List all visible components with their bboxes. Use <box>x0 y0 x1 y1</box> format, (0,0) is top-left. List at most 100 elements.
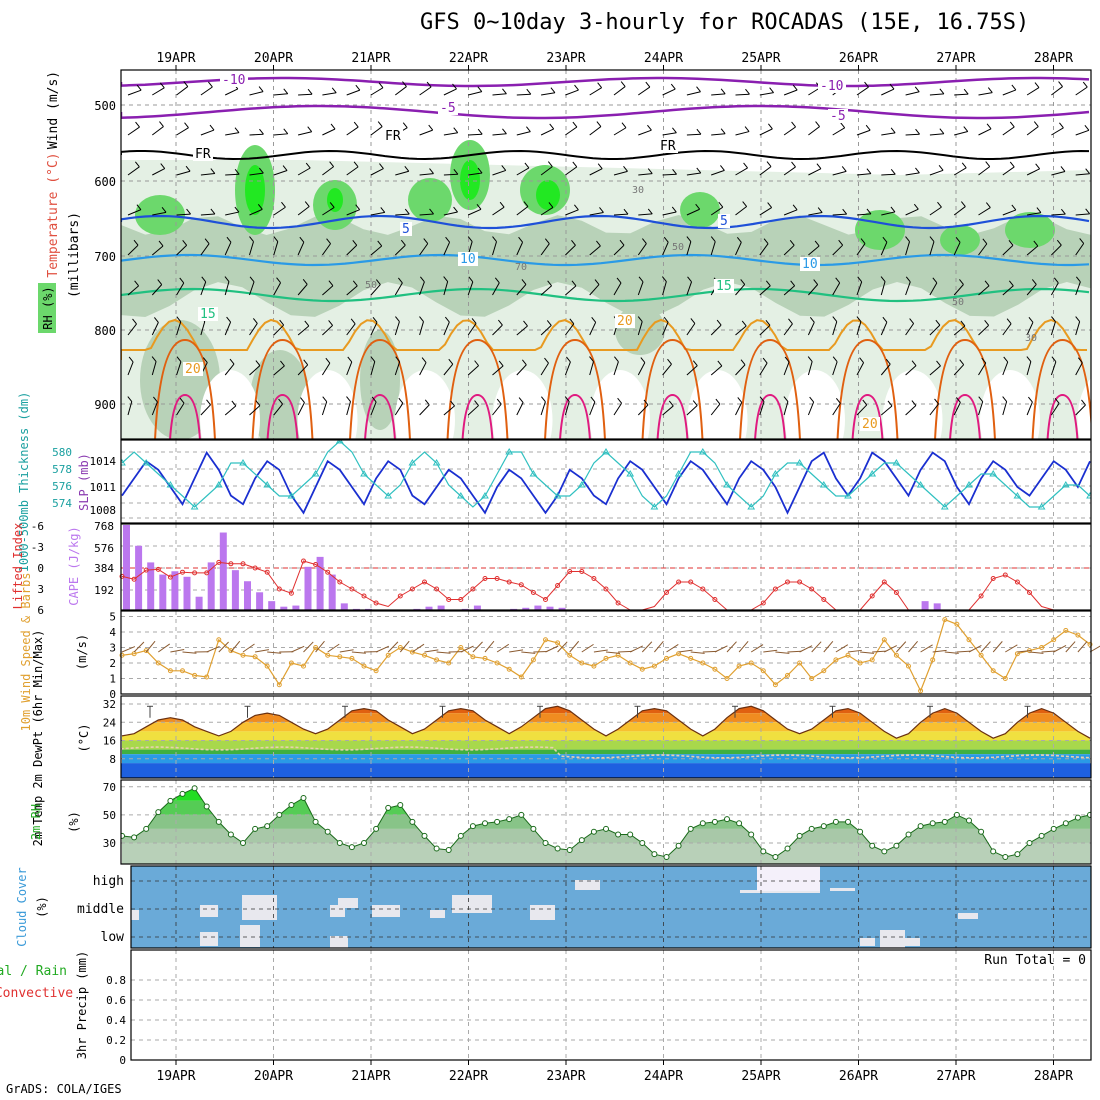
contour-plus30-3 <box>461 393 494 439</box>
upper-wind-barb <box>127 401 133 416</box>
rh2m-marker <box>227 831 234 838</box>
upper-wind-barb-tick <box>402 122 408 129</box>
upper-wind-barb <box>637 281 644 296</box>
upper-wind-barb <box>516 167 530 176</box>
upper-wind-barb-tick <box>620 81 626 87</box>
chart-title: GFS 0~10day 3-hourly for ROCADAS (15E, 1… <box>420 10 1030 35</box>
wind-speed-marker <box>422 652 427 658</box>
upper-wind-barb <box>346 323 356 336</box>
upper-wind-barb-tick <box>494 277 500 284</box>
rh2m-marker <box>457 832 464 839</box>
upper-wind-barb-tick <box>179 277 185 284</box>
upper-ylabel-rh: RH (%) <box>41 286 55 329</box>
rh2m-clip <box>121 780 1091 864</box>
upper-wind-barb-tick <box>370 356 376 362</box>
thickness-marker <box>723 481 731 488</box>
wind-speed-marker <box>1039 645 1045 650</box>
upper-wind-barb-tick <box>179 397 185 404</box>
wind-speed-marker <box>1063 627 1069 633</box>
upper-wind-barb <box>224 405 237 416</box>
upper-wind-barb-tick <box>400 239 406 246</box>
li-marker <box>664 590 669 595</box>
upper-wind-barb <box>905 172 920 176</box>
upper-wind-barb <box>978 362 987 376</box>
upper-wind-barb <box>905 91 920 96</box>
li-tick-0: 0 <box>37 562 44 575</box>
wind-barb <box>666 644 679 653</box>
panel-frame-0 <box>120 69 1092 440</box>
upper-wind-barb <box>297 402 305 416</box>
upper-wind-barb <box>394 282 403 296</box>
upper-wind-barb <box>929 241 935 256</box>
li-marker <box>821 597 827 602</box>
wind-speed-marker <box>470 654 476 660</box>
upper-wind-barb <box>637 404 649 416</box>
date-bottom-28APR: 28APR <box>1034 1069 1073 1084</box>
upper-wind-barb <box>953 364 965 376</box>
upper-wind-barb-tick <box>856 316 862 322</box>
upper-wind-barb <box>152 211 167 216</box>
wind-speed-marker <box>603 655 609 661</box>
wind-barb <box>339 649 354 653</box>
thickness-marker <box>529 470 538 477</box>
upper-wind-barb <box>1075 362 1083 376</box>
upper-wind-barb <box>200 404 211 416</box>
upper-wind-barb <box>808 168 822 176</box>
upper-wind-barb <box>710 241 716 256</box>
label-plus5-a-bg <box>400 222 412 236</box>
cape-bar <box>304 566 312 610</box>
li-marker <box>276 586 282 592</box>
upper-wind-barb <box>540 362 549 376</box>
wind-barb <box>557 641 568 653</box>
upper-wind-barb-tick <box>133 239 139 246</box>
wind-barb <box>1017 650 1032 653</box>
wind-speed-marker <box>591 663 597 669</box>
cloud-gap-2 <box>242 895 277 920</box>
wind-barb <box>860 651 875 654</box>
upper-wind-barb-tick <box>255 360 261 366</box>
upper-wind-barb <box>638 213 653 216</box>
rh2m-marker <box>433 845 440 852</box>
upper-wind-barb-tick <box>273 236 279 242</box>
rh-green-area-7 <box>855 210 905 250</box>
upper-wind-barb-tick <box>571 280 577 287</box>
upper-wind-barb <box>492 241 497 256</box>
credit-label: GrADS: COLA/IGES <box>6 1082 122 1096</box>
upper-wind-barb <box>905 405 917 416</box>
upper-air-panel: -10 -10 -5 -5 FR FR FR 5 5 10 10 15 15 20 20 20 30 30 50 50… <box>121 70 1091 439</box>
upper-wind-barb <box>224 242 232 256</box>
upper-wind-barb <box>346 166 359 176</box>
cloud-gap-1 <box>200 905 218 917</box>
contour-plus25-4 <box>544 338 606 439</box>
rh2m-marker <box>1038 832 1045 839</box>
upper-wind-barb <box>321 362 331 376</box>
upper-wind-barb-tick <box>955 236 961 243</box>
upper-wind-barb <box>589 361 594 376</box>
dry-lobe-5 <box>687 370 748 439</box>
upper-wind-barb <box>297 242 305 256</box>
upper-wind-barb-tick <box>423 238 429 244</box>
upper-wind-barb-tick <box>956 397 961 403</box>
label-plus15-b: 15 <box>716 279 732 294</box>
upper-wind-barb <box>662 363 672 376</box>
rh-band-4 <box>122 842 1090 864</box>
cloud-gap-19 <box>200 932 218 946</box>
upper-wind-barb <box>516 206 529 216</box>
rh2m-panel <box>121 780 1091 864</box>
upper-wind-barb-tick <box>984 320 990 326</box>
upper-wind-barb <box>735 206 747 216</box>
upper-wind-barb-tick <box>813 279 819 285</box>
upper-wind-barb <box>1051 86 1063 96</box>
upper-wind-barb-tick <box>471 318 477 324</box>
upper-wind-barb <box>832 170 847 176</box>
label-minus10-b-bg <box>818 79 846 93</box>
upper-wind-barb-tick <box>372 317 378 323</box>
cloud-level-middle: middle <box>77 902 124 917</box>
contour-plus30-6 <box>754 393 786 439</box>
wind-barb <box>847 649 862 653</box>
upper-wind-barb <box>394 86 407 96</box>
upper-wind-barb-tick <box>765 320 771 326</box>
upper-wind-barb <box>127 361 134 376</box>
upper-wind-barb <box>686 241 692 256</box>
li-marker <box>143 567 149 573</box>
